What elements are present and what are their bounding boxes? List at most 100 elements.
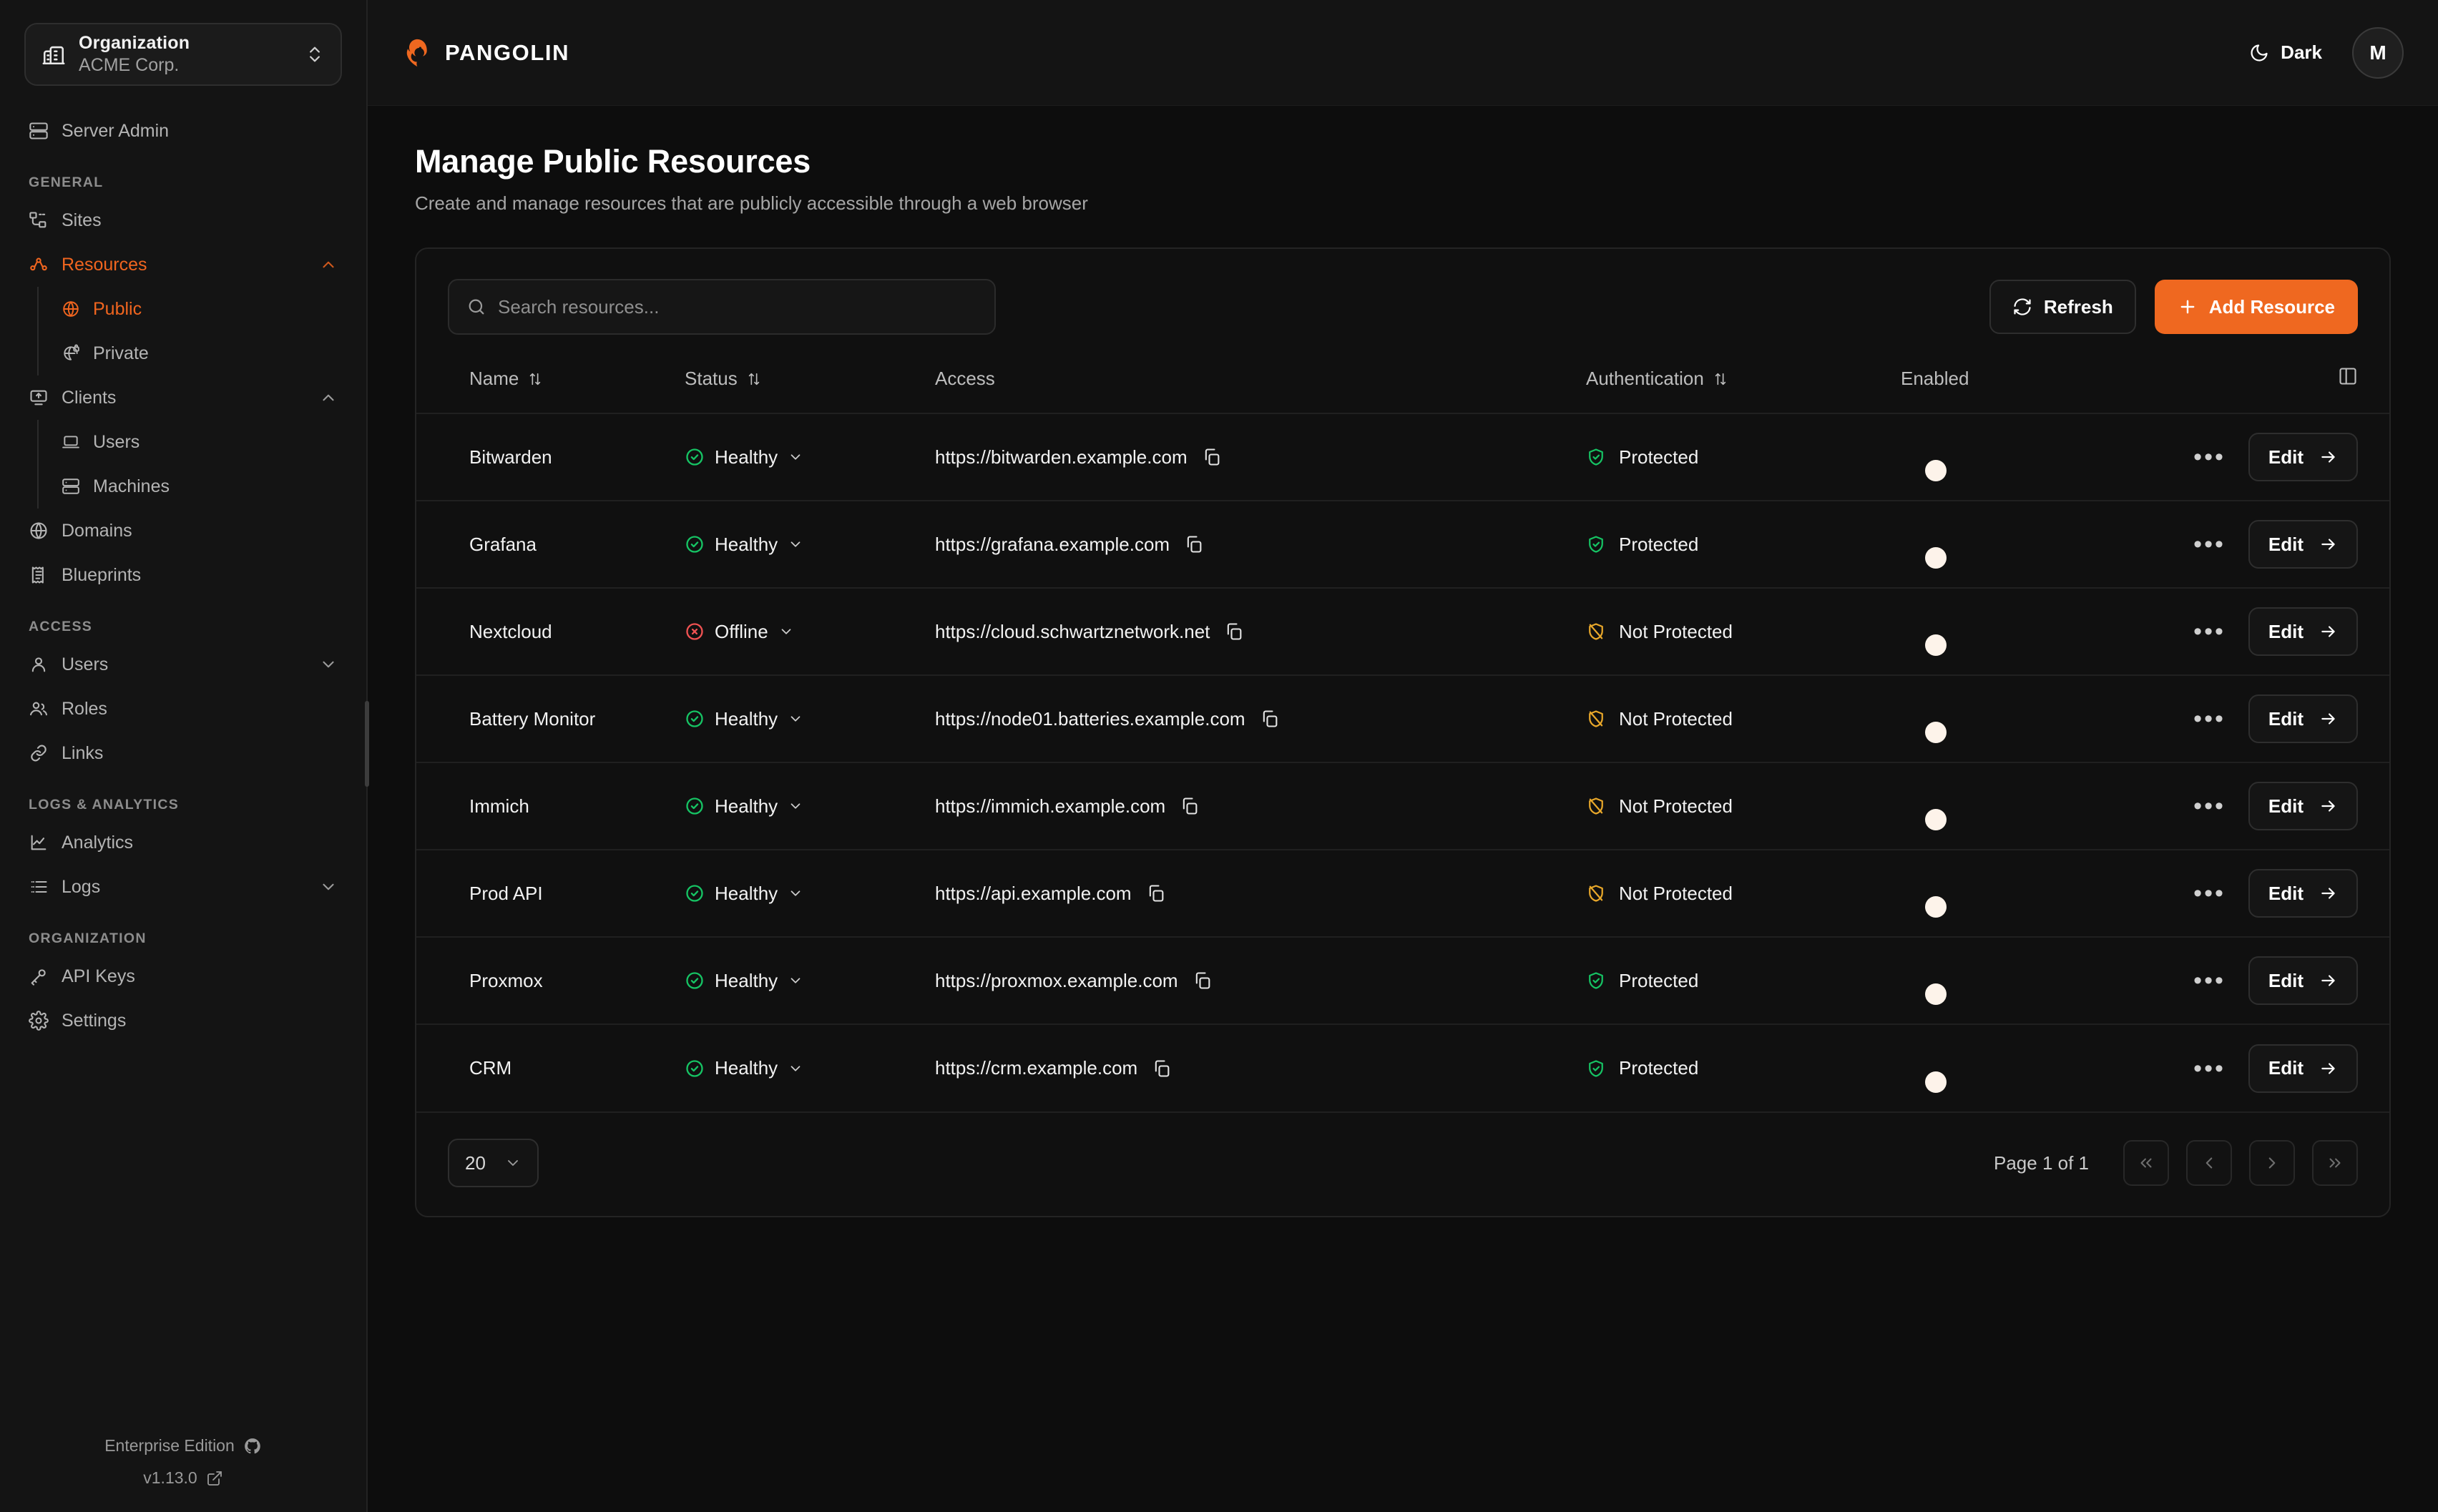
row-menu-ellipsis-icon[interactable]: •••: [2193, 792, 2226, 820]
chevron-down-icon[interactable]: [319, 878, 338, 896]
table-row[interactable]: Battery Monitor Healthy https://node01.bat…: [416, 674, 2389, 762]
chevron-down-icon[interactable]: [788, 449, 803, 465]
access-url[interactable]: https://proxmox.example.com: [935, 969, 1178, 991]
sidebar-item-analytics[interactable]: Analytics: [21, 820, 345, 865]
row-menu-ellipsis-icon[interactable]: •••: [2193, 531, 2226, 558]
edit-button[interactable]: Edit: [2248, 956, 2358, 1005]
copy-icon[interactable]: [1180, 796, 1200, 816]
sidebar-item-machines[interactable]: Machines: [54, 464, 345, 509]
sidebar-item-server-admin[interactable]: Server Admin: [21, 109, 345, 153]
access-url[interactable]: https://node01.batteries.example.com: [935, 707, 1245, 730]
copy-icon[interactable]: [1193, 971, 1213, 991]
refresh-button[interactable]: Refresh: [1989, 280, 2136, 334]
search-box[interactable]: [448, 279, 996, 335]
edit-button[interactable]: Edit: [2248, 433, 2358, 481]
next-page-button[interactable]: [2249, 1140, 2295, 1186]
shield-check-icon: [1586, 447, 1606, 467]
row-menu-ellipsis-icon[interactable]: •••: [2193, 1054, 2226, 1082]
access-url[interactable]: https://api.example.com: [935, 882, 1132, 904]
theme-toggle[interactable]: Dark: [2249, 41, 2322, 64]
sidebar-item-client-users[interactable]: Users: [54, 420, 345, 464]
chevron-down-icon[interactable]: [788, 1061, 803, 1076]
access-url[interactable]: https://grafana.example.com: [935, 533, 1170, 555]
edition-link[interactable]: Enterprise Edition: [104, 1436, 262, 1455]
last-page-button[interactable]: [2312, 1140, 2358, 1186]
add-resource-button[interactable]: Add Resource: [2154, 280, 2358, 334]
sidebar-item-links[interactable]: Links: [21, 731, 345, 775]
row-menu-ellipsis-icon[interactable]: •••: [2193, 705, 2226, 732]
sidebar-item-settings[interactable]: Settings: [21, 998, 345, 1043]
copy-icon[interactable]: [1146, 883, 1166, 903]
prev-page-button[interactable]: [2186, 1140, 2232, 1186]
row-menu-ellipsis-icon[interactable]: •••: [2193, 443, 2226, 471]
status-badge[interactable]: Healthy: [685, 1057, 935, 1079]
row-menu-ellipsis-icon[interactable]: •••: [2193, 967, 2226, 994]
chevron-down-icon[interactable]: [788, 885, 803, 901]
column-header-name[interactable]: Name: [416, 356, 685, 413]
sidebar-item-api-keys[interactable]: API Keys: [21, 954, 345, 998]
table-row[interactable]: Nextcloud Offline https://cloud.schwartzne…: [416, 587, 2389, 675]
sidebar-item-logs[interactable]: Logs: [21, 865, 345, 909]
status-badge[interactable]: Offline: [685, 621, 935, 643]
column-header-authentication[interactable]: Authentication: [1586, 356, 1901, 413]
status-badge[interactable]: Healthy: [685, 534, 935, 556]
sidebar-item-blueprints[interactable]: Blueprints: [21, 553, 345, 597]
page-size-select[interactable]: 20: [448, 1139, 539, 1187]
table-row[interactable]: Immich Healthy https://immich.example.com N…: [416, 762, 2389, 850]
org-switcher[interactable]: Organization ACME Corp.: [24, 23, 342, 86]
chevron-up-icon[interactable]: [319, 255, 338, 274]
access-url[interactable]: https://bitwarden.example.com: [935, 446, 1188, 468]
table-row[interactable]: Prod API Healthy https://api.example.com No…: [416, 849, 2389, 937]
status-badge[interactable]: Healthy: [685, 708, 935, 730]
edit-button[interactable]: Edit: [2248, 782, 2358, 830]
chevron-down-icon[interactable]: [788, 536, 803, 552]
chevron-down-icon[interactable]: [788, 798, 803, 814]
cell-name: CRM: [416, 1023, 685, 1111]
table-row[interactable]: Grafana Healthy https://grafana.example.co…: [416, 500, 2389, 588]
edit-button[interactable]: Edit: [2248, 694, 2358, 743]
row-menu-ellipsis-icon[interactable]: •••: [2193, 618, 2226, 645]
edit-button[interactable]: Edit: [2248, 1044, 2358, 1093]
edit-button[interactable]: Edit: [2248, 869, 2358, 918]
status-badge[interactable]: Healthy: [685, 883, 935, 905]
status-badge[interactable]: Healthy: [685, 970, 935, 992]
copy-icon[interactable]: [1260, 709, 1280, 729]
table-row[interactable]: CRM Healthy https://crm.example.com Protect…: [416, 1023, 2389, 1111]
copy-icon[interactable]: [1184, 534, 1204, 554]
copy-icon[interactable]: [1152, 1059, 1172, 1079]
sidebar-scrollbar[interactable]: [365, 701, 369, 787]
edit-button[interactable]: Edit: [2248, 607, 2358, 656]
chevron-down-icon[interactable]: [788, 973, 803, 988]
first-page-button[interactable]: [2123, 1140, 2169, 1186]
chevron-down-icon[interactable]: [788, 711, 803, 727]
copy-icon[interactable]: [1224, 622, 1244, 642]
avatar[interactable]: M: [2352, 26, 2404, 79]
access-url[interactable]: https://cloud.schwartznetwork.net: [935, 620, 1210, 642]
sidebar-item-roles[interactable]: Roles: [21, 687, 345, 731]
chevron-down-icon[interactable]: [778, 624, 794, 639]
sidebar-item-sites[interactable]: Sites: [21, 198, 345, 242]
column-toggle-button[interactable]: [2186, 356, 2389, 413]
sidebar-item-public[interactable]: Public: [54, 287, 345, 331]
search-input[interactable]: [498, 295, 977, 318]
cell-authentication: Protected: [1586, 413, 1901, 501]
table-row[interactable]: Bitwarden Healthy https://bitwarden.exampl…: [416, 413, 2389, 501]
access-url[interactable]: https://immich.example.com: [935, 795, 1166, 817]
sidebar-item-clients[interactable]: Clients: [21, 375, 345, 420]
version-link[interactable]: v1.13.0: [143, 1468, 222, 1488]
chevron-up-icon[interactable]: [319, 388, 338, 407]
row-menu-ellipsis-icon[interactable]: •••: [2193, 880, 2226, 907]
table-row[interactable]: Proxmox Healthy https://proxmox.example.co…: [416, 936, 2389, 1024]
sidebar-item-private[interactable]: Private: [54, 331, 345, 375]
status-badge[interactable]: Healthy: [685, 446, 935, 468]
access-url[interactable]: https://crm.example.com: [935, 1057, 1138, 1079]
sidebar-item-users[interactable]: Users: [21, 642, 345, 687]
status-badge[interactable]: Healthy: [685, 795, 935, 818]
column-header-status[interactable]: Status: [685, 356, 935, 413]
edit-button[interactable]: Edit: [2248, 520, 2358, 569]
copy-icon[interactable]: [1202, 447, 1222, 467]
chevron-down-icon[interactable]: [319, 655, 338, 674]
brand[interactable]: PANGOLIN: [401, 36, 569, 69]
sidebar-item-resources[interactable]: Resources: [21, 242, 345, 287]
sidebar-item-domains[interactable]: Domains: [21, 509, 345, 553]
